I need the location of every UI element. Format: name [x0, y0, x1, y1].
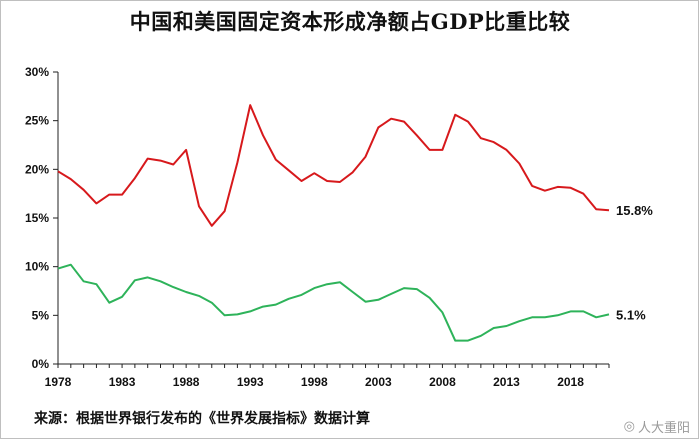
- y-tick-label: 5%: [32, 308, 50, 322]
- x-tick-label: 2008: [429, 375, 456, 389]
- series-end-label-0: 15.8%: [616, 203, 653, 218]
- x-tick-label: 1988: [173, 375, 200, 389]
- x-tick-label: 2018: [557, 375, 584, 389]
- x-tick-label: 1993: [237, 375, 264, 389]
- series-line-1: [57, 263, 610, 342]
- series-line-0: [57, 104, 610, 227]
- chart-title: 中国和美国固定资本形成净额占GDP比重比较: [129, 9, 571, 34]
- x-tick-label: 2013: [493, 375, 520, 389]
- x-tick-label: 1983: [109, 375, 136, 389]
- weibo-icon: ◎: [623, 419, 635, 434]
- y-tick-label: 20%: [25, 162, 49, 176]
- source-note: 来源：根据世界银行发布的《世界发展指标》数据计算: [34, 411, 370, 427]
- watermark: ◎ 人大重阳: [624, 417, 690, 436]
- end-labels: 15.8% 5.1%: [616, 203, 653, 322]
- y-tick-label: 10%: [25, 260, 49, 274]
- y-tick-label: 30%: [25, 65, 49, 79]
- y-tick-label: 25%: [25, 114, 49, 128]
- x-tick-label: 1998: [301, 375, 328, 389]
- x-tick-label: 1978: [45, 375, 72, 389]
- y-tick-label: 0%: [32, 357, 50, 371]
- series-layer: [57, 104, 610, 342]
- y-tick-label: 15%: [25, 211, 49, 225]
- series-end-label-1: 5.1%: [616, 307, 646, 322]
- axes: 0% 5% 10% 15% 20% 25% 30% 1978 1983 1988 1993 1998 2…: [25, 65, 610, 389]
- x-tick-label: 2003: [365, 375, 392, 389]
- watermark-text: 人大重阳: [637, 421, 690, 436]
